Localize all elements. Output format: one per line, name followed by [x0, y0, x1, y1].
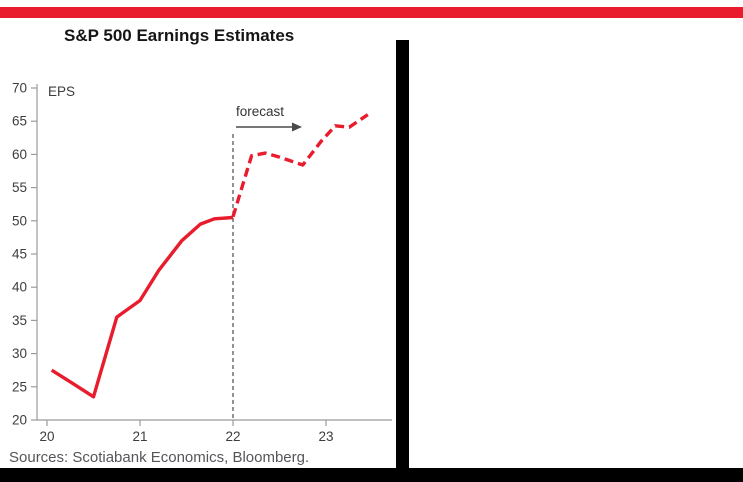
eps-axis-label: EPS	[48, 84, 75, 99]
x-tick-label: 22	[225, 429, 240, 444]
x-tick-label: 23	[318, 429, 333, 444]
axes-layer: 20 25 30 35 40 45 50 55 60 65 70 20 21 22 23	[12, 81, 392, 444]
series-forecast	[231, 113, 369, 218]
y-tick-label: 50	[12, 213, 27, 228]
x-tick-label: 20	[39, 429, 54, 444]
top-red-bar	[0, 7, 743, 18]
y-tick-label: 40	[12, 280, 27, 295]
y-tick-label: 65	[12, 114, 27, 129]
y-tick-label: 70	[12, 81, 27, 96]
right-black-bar	[396, 40, 409, 482]
sources-note: Sources: Scotiabank Economics, Bloomberg…	[9, 449, 310, 466]
axis-lines	[36, 84, 392, 421]
y-tick-label: 20	[12, 413, 27, 428]
series-actual	[50, 215, 234, 399]
x-tick-label: 21	[132, 429, 147, 444]
y-tick-label: 45	[12, 247, 27, 262]
series-layer	[50, 113, 369, 399]
forecast-arrow-icon	[236, 122, 302, 132]
y-tick-label: 55	[12, 180, 27, 195]
y-tick-label: 35	[12, 313, 27, 328]
eps-line-chart: 20 25 30 35 40 45 50 55 60 65 70 20 21 22 23 EPS forec…	[12, 81, 392, 444]
bottom-black-bar	[0, 468, 743, 482]
forecast-label: forecast	[236, 104, 284, 119]
y-tick-label: 60	[12, 147, 27, 162]
chart-title: S&P 500 Earnings Estimates	[64, 26, 295, 45]
y-tick-label: 25	[12, 379, 27, 394]
y-tick-label: 30	[12, 346, 27, 361]
